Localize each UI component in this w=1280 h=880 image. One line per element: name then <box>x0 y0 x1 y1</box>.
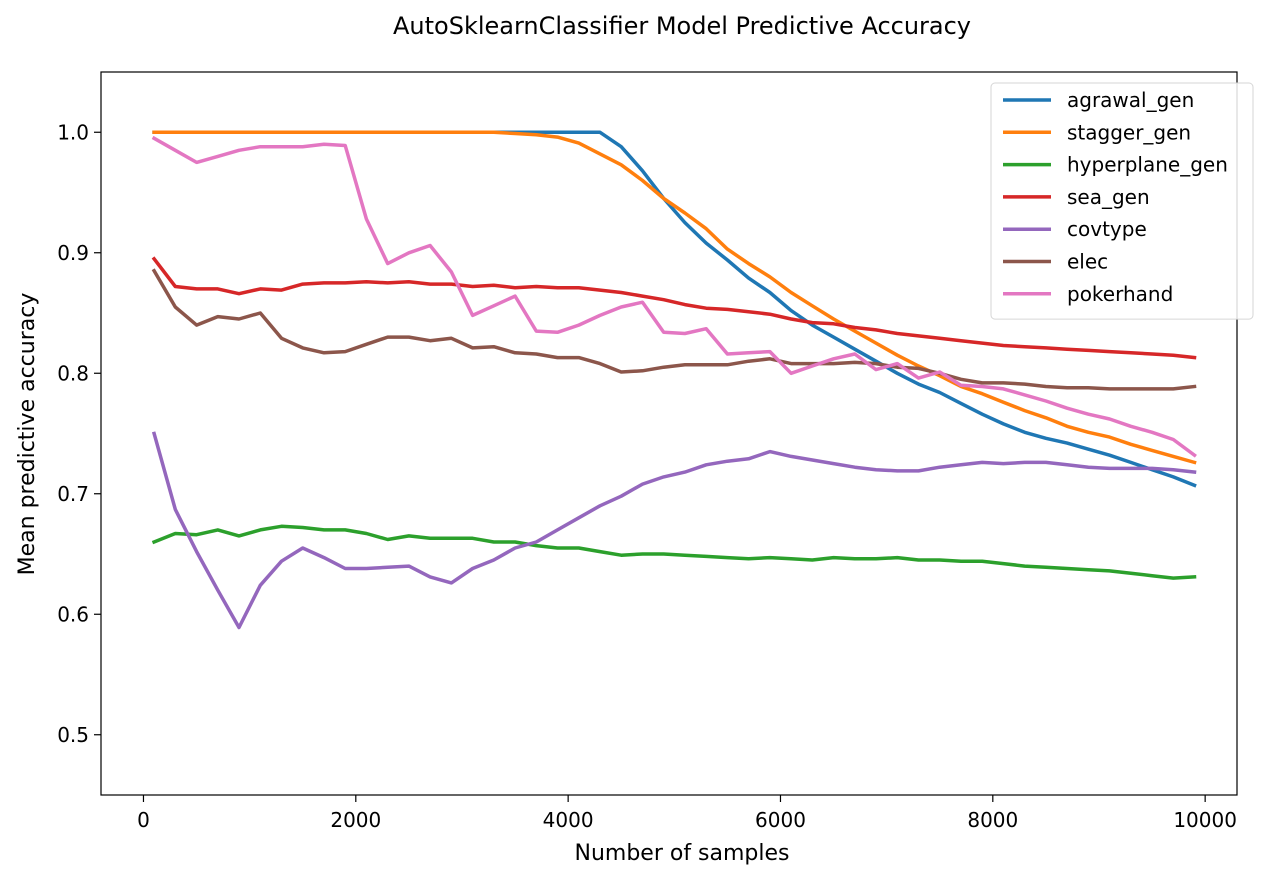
axes-frame <box>100 71 1238 796</box>
series-line-covtype <box>151 431 1197 630</box>
x-axis-label: Number of samples <box>574 841 789 866</box>
series-line-sea_gen <box>151 256 1197 360</box>
legend-label-sea_gen: sea_gen <box>1067 185 1150 209</box>
series-line-elec <box>151 268 1197 391</box>
y-tick-label: 0.6 <box>57 602 89 626</box>
legend-box <box>990 82 1254 320</box>
legend-label-agrawal_gen: agrawal_gen <box>1067 88 1194 112</box>
legend-label-pokerhand: pokerhand <box>1067 282 1173 306</box>
x-tick-label: 8000 <box>967 808 1018 832</box>
y-axis-label: Mean predictive accuracy <box>15 293 40 576</box>
series-line-hyperplane_gen <box>151 524 1197 580</box>
y-tick-label: 1.0 <box>57 120 89 144</box>
y-tick-label: 0.8 <box>57 361 89 385</box>
y-tick-label: 0.9 <box>57 241 89 265</box>
plot-area: 0 2000 4000 6000 8000 10000 0.5 0.6 0.7 0.8 0.9 1.0 <box>57 71 1238 832</box>
legend-label-stagger_gen: stagger_gen <box>1067 120 1191 144</box>
series-line-stagger_gen <box>152 130 1197 465</box>
legend-label-hyperplane_gen: hyperplane_gen <box>1067 153 1228 177</box>
y-tick-label: 0.7 <box>57 482 89 506</box>
x-tick-label: 10000 <box>1173 808 1237 832</box>
x-tick-label: 0 <box>137 808 150 832</box>
chart-title: AutoSklearnClassifier Model Predictive A… <box>393 12 971 40</box>
legend-label-elec: elec <box>1067 250 1108 274</box>
x-tick-label: 6000 <box>755 808 806 832</box>
series-line-pokerhand <box>151 135 1197 458</box>
legend-label-covtype: covtype <box>1067 217 1147 241</box>
x-tick-label: 4000 <box>543 808 594 832</box>
legend: agrawal_gen stagger_gen hyperplane_gen sea_… <box>990 82 1254 320</box>
x-tick-label: 2000 <box>330 808 381 832</box>
y-tick-label: 0.5 <box>57 723 89 747</box>
